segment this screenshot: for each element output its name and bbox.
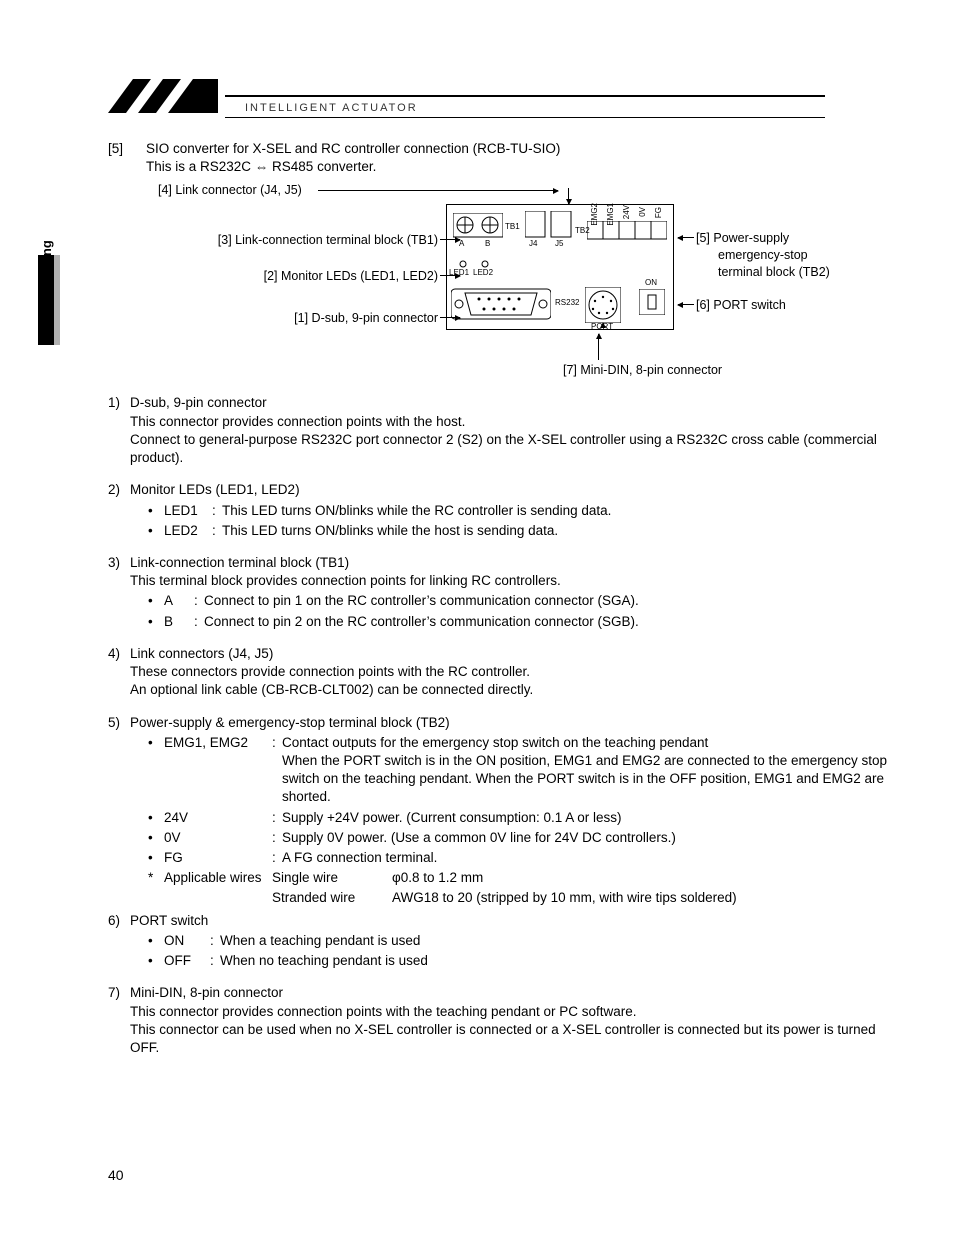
section-3: 3) Link-connection terminal block (TB1) … bbox=[108, 554, 888, 631]
board-tb2: TB2 bbox=[575, 227, 590, 235]
s1-num: 1) bbox=[108, 394, 130, 467]
s7-p2: This connector can be used when no X-SEL… bbox=[130, 1021, 888, 1057]
brand-text: INTELLIGENT ACTUATOR bbox=[225, 99, 825, 117]
s6-b2v: When no teaching pendant is used bbox=[220, 952, 888, 970]
s3-title: Link-connection terminal block (TB1) bbox=[130, 554, 888, 572]
callout-5a: [5] Power-supply bbox=[696, 231, 789, 245]
s2-title: Monitor LEDs (LED1, LED2) bbox=[130, 481, 888, 499]
s5-b2k: 24V bbox=[164, 809, 272, 827]
s5-b4v: A FG connection terminal. bbox=[282, 849, 888, 867]
s3-b1v: Connect to pin 1 on the RC controller’s … bbox=[204, 592, 888, 610]
callout-2: [2] Monitor LEDs (LED1, LED2) bbox=[158, 268, 438, 285]
s1-p2: Connect to general-purpose RS232C port c… bbox=[130, 431, 888, 467]
board-a: A bbox=[459, 240, 464, 248]
section-6: 6) PORT switch •ON:When a teaching penda… bbox=[108, 912, 888, 971]
intro-line2: This is a RS232C ⇔ RS485 converter. bbox=[146, 158, 888, 176]
s5-w1s: φ0.8 to 1.2 mm bbox=[392, 869, 888, 887]
s2-b1k: LED1 bbox=[164, 502, 212, 520]
s7-p1: This connector provides connection point… bbox=[130, 1003, 888, 1021]
s6-b2k: OFF bbox=[164, 952, 210, 970]
callout-1: [1] D-sub, 9-pin connector bbox=[158, 310, 438, 327]
board-tb1: TB1 bbox=[505, 223, 520, 231]
board-j5: J5 bbox=[555, 240, 563, 248]
s5-b4k: FG bbox=[164, 849, 272, 867]
s5-b3k: 0V bbox=[164, 829, 272, 847]
arrow-4-h bbox=[318, 190, 558, 191]
board-rs232: RS232 bbox=[555, 299, 579, 307]
s6-title: PORT switch bbox=[130, 912, 888, 930]
section-7: 7) Mini-DIN, 8-pin connector This connec… bbox=[108, 984, 888, 1057]
wiring-diagram: [4] Link connector (J4, J5) [3] Link-con… bbox=[108, 182, 888, 382]
callout-3: [3] Link-connection terminal block (TB1) bbox=[158, 232, 438, 249]
s2-num: 2) bbox=[108, 481, 130, 540]
section-2: 2) Monitor LEDs (LED1, LED2) •LED1:This … bbox=[108, 481, 888, 540]
s6-num: 6) bbox=[108, 912, 130, 971]
s5-b1v1: Contact outputs for the emergency stop s… bbox=[282, 734, 888, 752]
s1-title: D-sub, 9-pin connector bbox=[130, 394, 888, 412]
callout-4: [4] Link connector (J4, J5) bbox=[158, 182, 302, 199]
s6-b1v: When a teaching pendant is used bbox=[220, 932, 888, 950]
section-5: 5) Power-supply & emergency-stop termina… bbox=[108, 714, 888, 908]
s5-w1t: Single wire bbox=[272, 869, 392, 887]
s3-b1k: A bbox=[164, 592, 194, 610]
board-pin-fg: FG bbox=[655, 207, 663, 218]
section-4: 4) Link connectors (J4, J5) These connec… bbox=[108, 645, 888, 700]
arrow-7 bbox=[598, 334, 599, 360]
callout-5b: emergency-stop bbox=[696, 248, 808, 262]
s6-b1k: ON bbox=[164, 932, 210, 950]
page-number: 40 bbox=[108, 1166, 124, 1185]
callout-7: [7] Mini-DIN, 8-pin connector bbox=[563, 362, 722, 379]
section-1: 1) D-sub, 9-pin connector This connector… bbox=[108, 394, 888, 467]
callout-6: [6] PORT switch bbox=[696, 297, 786, 314]
s2-b1v: This LED turns ON/blinks while the RC co… bbox=[222, 502, 888, 520]
intro-block: [5] SIO converter for X-SEL and RC contr… bbox=[108, 140, 888, 176]
s4-p1: These connectors provide connection poin… bbox=[130, 663, 888, 681]
s4-num: 4) bbox=[108, 645, 130, 700]
s1-p1: This connector provides connection point… bbox=[130, 413, 888, 431]
s3-num: 3) bbox=[108, 554, 130, 631]
callout-5: [5] Power-supply emergency-stop terminal… bbox=[696, 230, 830, 281]
board-pin-24v: 24V bbox=[623, 205, 631, 219]
board-b: B bbox=[485, 240, 490, 248]
brand-logo bbox=[108, 75, 218, 122]
s5-num: 5) bbox=[108, 714, 130, 908]
side-section-label: 3. Wiring bbox=[38, 240, 56, 295]
board-led1: LED1 bbox=[449, 269, 469, 277]
board-pin-0v: 0V bbox=[639, 207, 647, 217]
board-led2: LED2 bbox=[473, 269, 493, 277]
s5-b1k: EMG1, EMG2 bbox=[164, 734, 272, 807]
s5-title: Power-supply & emergency-stop terminal b… bbox=[130, 714, 888, 732]
board-pin-emg2: EMG2 bbox=[591, 203, 599, 226]
s5-b1v2: When the PORT switch is in the ON positi… bbox=[282, 752, 888, 807]
s2-b2k: LED2 bbox=[164, 522, 212, 540]
s5-w2s: AWG18 to 20 (stripped by 10 mm, with wir… bbox=[392, 889, 888, 907]
s7-num: 7) bbox=[108, 984, 130, 1057]
s5-b3v: Supply 0V power. (Use a common 0V line f… bbox=[282, 829, 888, 847]
s2-b2v: This LED turns ON/blinks while the host … bbox=[222, 522, 888, 540]
converter-board: TB1 A B J4 J5 TB2 EMG2 EMG1 24V 0V FG LE… bbox=[446, 204, 674, 330]
s5-w2t: Stranded wire bbox=[272, 889, 392, 907]
brand-bar: INTELLIGENT ACTUATOR bbox=[225, 95, 825, 118]
s3-b2v: Connect to pin 2 on the RC controller’s … bbox=[204, 613, 888, 631]
s3-b2k: B bbox=[164, 613, 194, 631]
arrow-4 bbox=[568, 188, 569, 204]
s4-title: Link connectors (J4, J5) bbox=[130, 645, 888, 663]
board-pin-emg1: EMG1 bbox=[607, 203, 615, 226]
intro-number: [5] bbox=[108, 140, 146, 176]
s5-wlabel: Applicable wires bbox=[164, 869, 272, 887]
s7-title: Mini-DIN, 8-pin connector bbox=[130, 984, 888, 1002]
board-j4: J4 bbox=[529, 240, 537, 248]
page-content: [5] SIO converter for X-SEL and RC contr… bbox=[108, 140, 888, 1071]
callout-5c: terminal block (TB2) bbox=[696, 265, 830, 279]
s3-p1: This terminal block provides connection … bbox=[130, 572, 888, 590]
arrow-5 bbox=[678, 237, 694, 238]
board-on: ON bbox=[645, 279, 657, 287]
arrow-6 bbox=[678, 304, 694, 305]
s5-b2v: Supply +24V power. (Current consumption:… bbox=[282, 809, 888, 827]
intro-line1: SIO converter for X-SEL and RC controlle… bbox=[146, 140, 888, 158]
s4-p2: An optional link cable (CB-RCB-CLT002) c… bbox=[130, 681, 888, 699]
